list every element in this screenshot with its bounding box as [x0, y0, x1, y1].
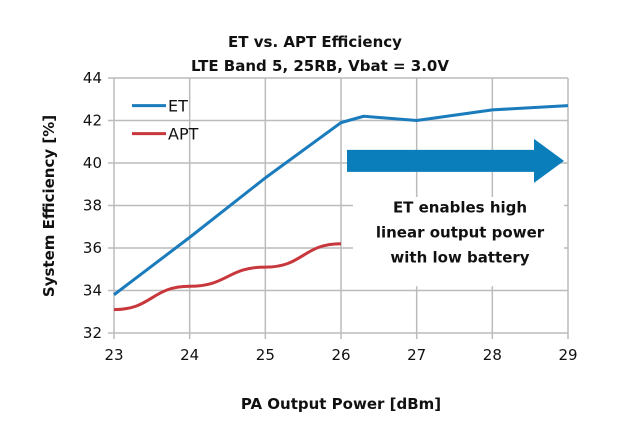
x-tick-label: 26	[331, 346, 350, 364]
legend-label-apt: APT	[168, 125, 199, 144]
chart-title: ET vs. APT Efficiency	[228, 33, 402, 51]
annotation-text: linear output power	[376, 224, 545, 242]
legend-label-et: ET	[168, 97, 188, 116]
chart-subtitle: LTE Band 5, 25RB, Vbat = 3.0V	[191, 57, 449, 75]
y-tick-label: 44	[83, 69, 102, 87]
x-tick-label: 29	[558, 346, 577, 364]
y-tick-label: 32	[83, 324, 102, 342]
y-tick-label: 38	[83, 197, 102, 215]
x-tick-label: 28	[483, 346, 502, 364]
y-tick-label: 42	[83, 112, 102, 130]
x-tick-label: 23	[104, 346, 123, 364]
y-axis-label: System Efficiency [%]	[40, 115, 58, 297]
y-tick-label: 40	[83, 154, 102, 172]
arrow-icon	[347, 138, 564, 183]
series-line-apt	[113, 242, 342, 312]
annotation-text: with low battery	[390, 249, 529, 267]
annotation-box	[353, 197, 564, 287]
series-line-et	[113, 104, 569, 296]
y-tick-label: 36	[83, 239, 102, 257]
annotation-text: ET enables high	[393, 199, 527, 217]
x-tick-label: 27	[407, 346, 426, 364]
x-tick-label: 25	[256, 346, 275, 364]
x-tick-label: 24	[180, 346, 199, 364]
y-tick-label: 34	[83, 282, 102, 300]
x-axis-label: PA Output Power [dBm]	[241, 395, 441, 413]
